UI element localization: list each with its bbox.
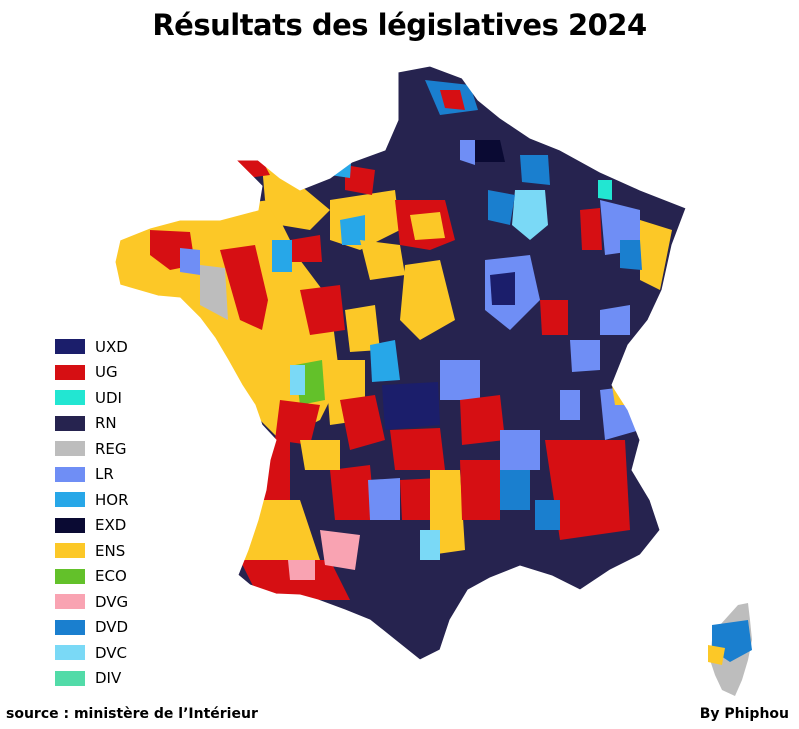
region-lr-doubs: [600, 305, 630, 335]
legend-item: EXD: [55, 513, 129, 539]
region-ug-rouen: [345, 165, 375, 195]
region-ug-rennes: [220, 245, 268, 330]
legend-item: UDI: [55, 385, 129, 411]
region-hor-normandy: [272, 240, 292, 272]
region-dvd-ardennes: [520, 155, 550, 185]
region-dvg-pau: [288, 560, 315, 580]
region-ug-lille: [440, 90, 465, 110]
region-ug-metz: [580, 208, 602, 250]
legend-label: DVC: [95, 643, 128, 662]
corsica: [708, 603, 752, 696]
region-lr-loire: [500, 430, 540, 470]
legend-label: DVD: [95, 618, 129, 637]
legend-item: LR: [55, 462, 129, 488]
region-ug-auvergne: [460, 395, 505, 445]
legend-item: DIV: [55, 666, 129, 692]
legend-label: RN: [95, 414, 117, 433]
region-lr-brittany: [180, 248, 200, 275]
map-title: Résultats des législatives 2024: [152, 8, 647, 42]
region-ug-cherbourg: [236, 160, 270, 178]
region-dvc-toulouse: [420, 530, 440, 560]
region-ug-charente: [275, 400, 320, 445]
legend-swatch: [55, 466, 85, 482]
region-hor-normandy-2: [340, 215, 365, 245]
region-ug-normandy: [290, 235, 322, 262]
legend-item: DVG: [55, 589, 129, 615]
legend-swatch: [55, 645, 85, 661]
region-ens-paris: [410, 212, 445, 240]
legend-item: HOR: [55, 487, 129, 513]
legend-label: REG: [95, 439, 127, 458]
region-exd-north: [470, 140, 505, 162]
legend-swatch: [55, 619, 85, 635]
source-note: source : ministère de l’Intérieur: [6, 706, 258, 722]
legend-item: UXD: [55, 334, 129, 360]
legend-item: DVD: [55, 615, 129, 641]
region-ens-alsace: [640, 220, 672, 290]
region-dvd-alsace: [620, 240, 642, 270]
region-ens-centre: [400, 260, 455, 340]
constituency-regions: [115, 80, 672, 600]
region-lr-auvergne-n: [440, 360, 480, 400]
region-dvc-poitou: [290, 365, 305, 395]
region-dvd-champagne: [488, 190, 515, 225]
legend-item: ENS: [55, 538, 129, 564]
legend: UXD UG UDI RN REG LR HOR EXD ENS ECO DVG…: [55, 334, 129, 691]
region-ens-idf-south: [360, 240, 405, 280]
region-ug-dijon: [540, 300, 568, 335]
legend-swatch: [55, 492, 85, 508]
region-ug-lemans: [300, 285, 345, 335]
legend-label: UXD: [95, 337, 128, 356]
legend-label: ENS: [95, 541, 126, 560]
region-ug-gironde: [262, 440, 290, 510]
legend-label: DVG: [95, 592, 129, 611]
region-uxd-burgundy: [490, 272, 515, 305]
region-uxd-limousin: [382, 382, 440, 430]
france-mainland: [115, 66, 686, 660]
legend-swatch: [55, 670, 85, 686]
legend-label: DIV: [95, 669, 122, 688]
region-ens-bordeaux: [300, 440, 340, 470]
region-reg-brittany: [200, 265, 228, 320]
region-ens-normandy: [262, 165, 330, 230]
legend-swatch: [55, 594, 85, 610]
region-lr-lyon: [560, 390, 580, 420]
legend-label: UDI: [95, 388, 122, 407]
legend-item: ECO: [55, 564, 129, 590]
legend-label: ECO: [95, 567, 127, 586]
legend-label: LR: [95, 465, 114, 484]
region-lr-north: [460, 140, 475, 165]
region-dvd-lozere: [500, 470, 530, 510]
region-lr-lot: [368, 478, 400, 520]
region-ug-limousin-w: [340, 395, 385, 450]
legend-swatch: [55, 517, 85, 533]
legend-label: UG: [95, 363, 118, 382]
region-ug-alps: [545, 440, 630, 540]
legend-swatch: [55, 568, 85, 584]
legend-label: EXD: [95, 516, 127, 535]
author-credit: By Phiphou: [699, 706, 789, 722]
region-ug-dordogne: [330, 465, 375, 520]
region-hor-centre: [370, 340, 400, 382]
legend-label: HOR: [95, 490, 129, 509]
legend-swatch: [55, 543, 85, 559]
legend-swatch: [55, 364, 85, 380]
legend-item: REG: [55, 436, 129, 462]
region-udi-east: [598, 180, 612, 200]
region-dvg-gers: [320, 530, 360, 570]
region-ug-aveyron: [460, 460, 500, 520]
legend-swatch: [55, 339, 85, 355]
region-dvd-drome: [535, 500, 560, 530]
region-ug-limousin: [390, 428, 445, 470]
legend-swatch: [55, 390, 85, 406]
region-dvc-champagne: [512, 190, 548, 240]
legend-item: DVC: [55, 640, 129, 666]
legend-item: UG: [55, 360, 129, 386]
region-lr-jura: [570, 340, 600, 372]
legend-swatch: [55, 415, 85, 431]
legend-item: RN: [55, 411, 129, 437]
region-ens-tours: [345, 305, 380, 352]
legend-swatch: [55, 441, 85, 457]
